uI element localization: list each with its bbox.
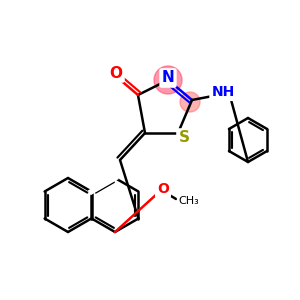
- Circle shape: [154, 66, 182, 94]
- Text: O: O: [157, 182, 169, 196]
- Text: CH₃: CH₃: [178, 196, 199, 206]
- Circle shape: [180, 92, 200, 112]
- Text: NH: NH: [212, 85, 235, 99]
- Text: N: N: [162, 70, 174, 86]
- Text: O: O: [110, 65, 122, 80]
- Text: S: S: [178, 130, 190, 146]
